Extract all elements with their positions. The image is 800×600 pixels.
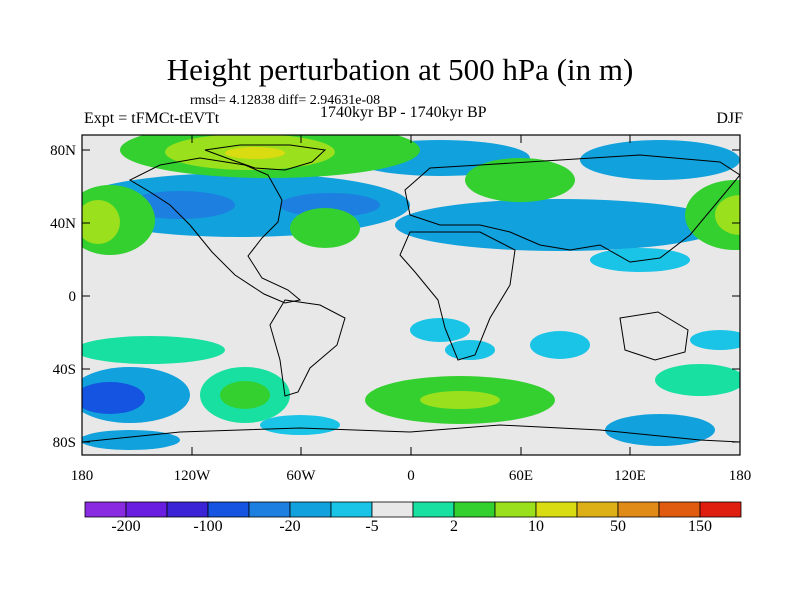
colorbar-swatch	[535, 501, 578, 518]
lat-tick-label: 40N	[50, 216, 76, 232]
colorbar-swatch	[84, 501, 127, 518]
contour-region	[465, 158, 575, 202]
colorbar-swatch	[453, 501, 496, 518]
lon-tick-label: 180	[71, 468, 94, 484]
colorbar-label: -20	[279, 518, 300, 535]
contour-region	[82, 382, 145, 414]
colorbar-swatch	[248, 501, 291, 518]
contour-region	[82, 200, 120, 244]
colorbar-label: -200	[111, 518, 140, 535]
season-label: DJF	[716, 110, 743, 127]
contour-region	[690, 330, 740, 350]
greenland-coast	[204, 144, 327, 171]
colorbar-label: 10	[528, 518, 544, 535]
lon-tick-label: 120E	[614, 468, 646, 484]
contour-region	[685, 180, 740, 250]
map-title: Height perturbation at 500 hPa (in m)	[166, 52, 634, 87]
lat-tick-label: 0	[69, 289, 77, 305]
experiment-label: Expt = tFMCt-tEVTt	[84, 110, 220, 127]
contour-region	[290, 208, 360, 248]
colorbar-label: 2	[450, 518, 458, 535]
contour-region	[715, 195, 740, 235]
africa-coast	[399, 231, 516, 361]
contour-region	[605, 414, 715, 446]
colorbar-label: 50	[610, 518, 626, 535]
contour-region	[590, 248, 690, 272]
eurasia-coast	[404, 154, 740, 263]
lat-tick-label: 80S	[53, 435, 76, 451]
north-america-coast	[128, 157, 302, 304]
contour-region	[420, 391, 500, 409]
colorbar-label: -100	[193, 518, 222, 535]
antarctica-coast	[82, 424, 740, 443]
contour-region	[82, 430, 180, 450]
lon-tick-label: 120W	[174, 468, 212, 484]
contour-region	[580, 140, 740, 180]
longitude-axis: 180 120W 60W 0 60E 120E 180	[71, 135, 752, 484]
colorbar-swatch	[412, 501, 455, 518]
contour-region	[530, 331, 590, 359]
colorbar-labels: -200 -100 -20 -5 2 10 50 150	[111, 518, 712, 535]
colorbar-swatch	[207, 501, 250, 518]
colorbar-label: -5	[365, 518, 378, 535]
latitude-axis: 80N 40N 0 40S 80S	[50, 143, 740, 451]
colorbar-swatch	[330, 501, 373, 518]
colorbar-swatch	[699, 501, 742, 518]
contour-region	[280, 193, 380, 217]
colorbar-swatch	[576, 501, 619, 518]
colorbar-swatch	[617, 501, 660, 518]
colorbar-swatch	[125, 501, 168, 518]
south-america-coast	[269, 299, 346, 397]
lon-tick-label: 0	[407, 468, 415, 484]
lat-tick-label: 80N	[50, 143, 76, 159]
australia-coast	[619, 311, 689, 361]
contour-region	[82, 336, 225, 364]
lon-tick-label: 60W	[286, 468, 316, 484]
lat-tick-label: 40S	[53, 362, 76, 378]
contour-region	[655, 364, 740, 396]
colorbar-swatch	[289, 501, 332, 518]
lon-tick-label: 60E	[509, 468, 533, 484]
contour-region	[225, 147, 285, 159]
colorbar-swatch	[371, 501, 414, 518]
contour-region	[395, 199, 725, 251]
contour-region	[220, 381, 270, 409]
colorbar-label: 150	[688, 518, 712, 535]
period-label: 1740kyr BP - 1740kyr BP	[320, 104, 487, 121]
coastlines	[82, 144, 740, 443]
map-field	[82, 135, 740, 455]
colorbar-swatch	[658, 501, 701, 518]
colorbar-swatch	[494, 501, 537, 518]
colorbar	[84, 501, 742, 518]
contour-region	[410, 318, 470, 342]
rmsd-stats: rmsd= 4.12838 diff= 2.94631e-08	[190, 93, 381, 108]
lon-tick-label: 180	[729, 468, 752, 484]
contour-region	[445, 340, 495, 360]
contour-region	[260, 415, 340, 435]
colorbar-swatch	[166, 501, 209, 518]
